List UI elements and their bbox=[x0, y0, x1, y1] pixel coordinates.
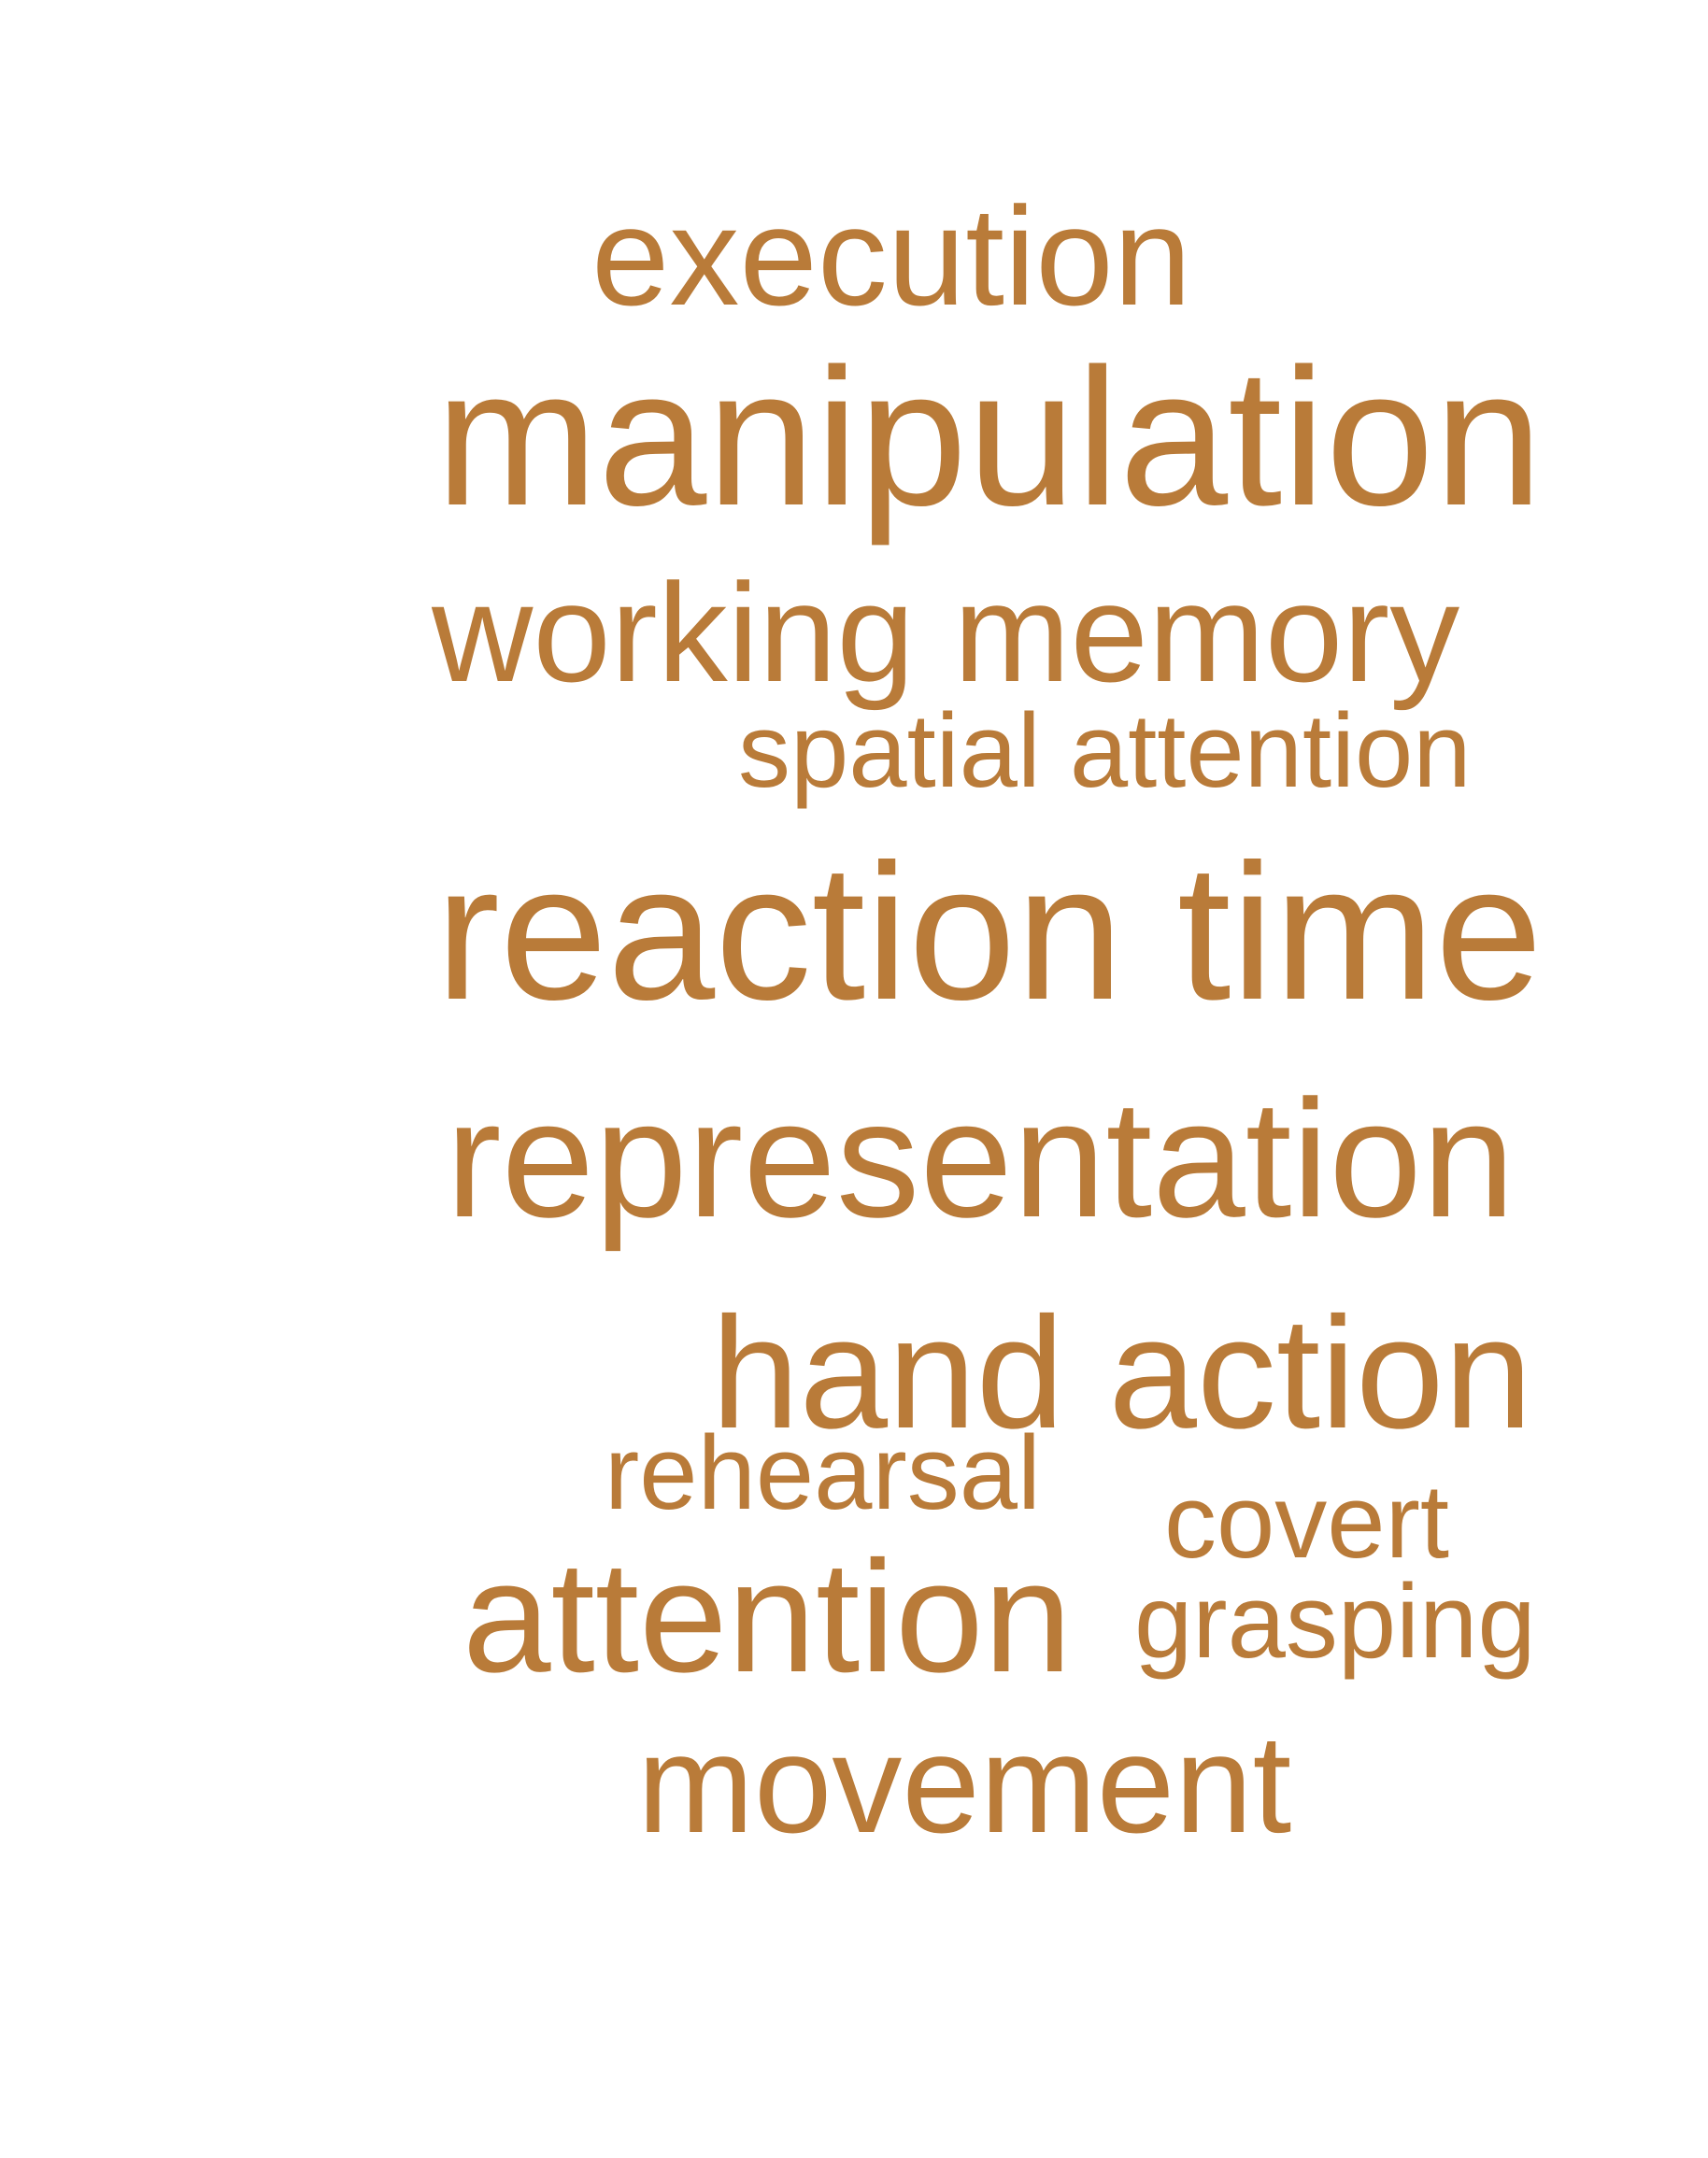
word-covert: covert bbox=[1164, 1463, 1449, 1580]
word-movement: movement bbox=[637, 1705, 1292, 1862]
word-spatial-attention: spatial attention bbox=[738, 692, 1472, 809]
word-reaction-time: reaction time bbox=[435, 824, 1543, 1040]
word-attention: attention bbox=[463, 1528, 1073, 1706]
word-rehearsal: rehearsal bbox=[605, 1414, 1041, 1531]
word-manipulation: manipulation bbox=[435, 329, 1544, 547]
word-execution: execution bbox=[591, 177, 1192, 334]
word-representation: representation bbox=[446, 1065, 1516, 1252]
word-grasping: grasping bbox=[1134, 1563, 1536, 1680]
word-working-memory: working memory bbox=[432, 554, 1460, 711]
word-hand-action: hand action bbox=[711, 1285, 1533, 1462]
